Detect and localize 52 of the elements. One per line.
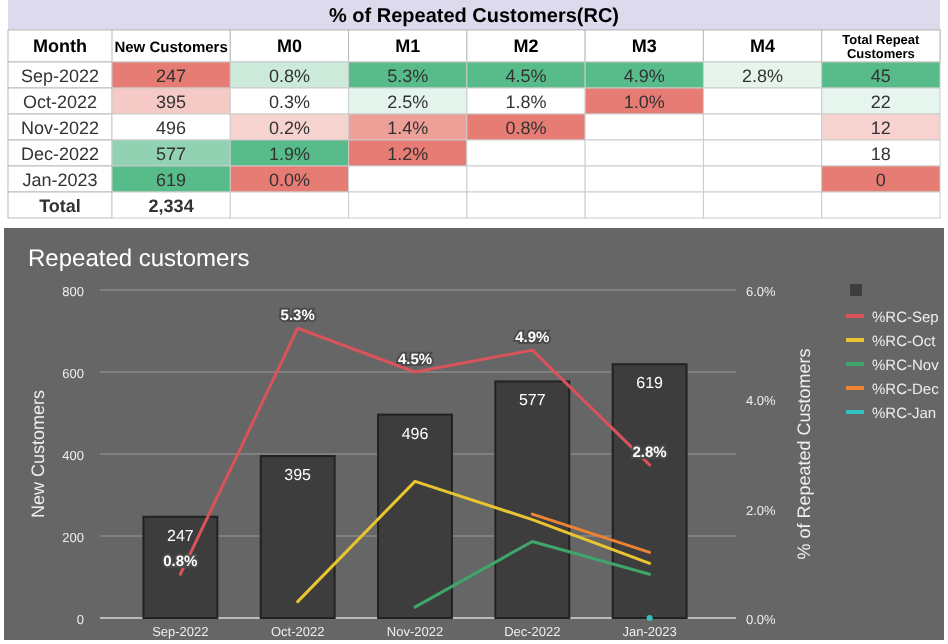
data-label: 4.9% <box>623 66 665 86</box>
data-label: 0.2% <box>268 118 310 138</box>
line-series <box>296 479 652 604</box>
data-label: 2.5% <box>387 92 429 112</box>
data-label: 1.9% <box>268 144 310 164</box>
data-label: 12 <box>870 118 891 138</box>
data-label: 496 <box>401 424 430 443</box>
data-label: 2.8% <box>742 66 784 86</box>
data-label: 577 <box>518 391 547 410</box>
y-tick-label: Oct-2022 <box>22 92 98 112</box>
data-label: 395 <box>156 92 187 112</box>
data-label: 496 <box>156 118 187 138</box>
data-label: 619 <box>636 374 665 393</box>
data-label: 619 <box>156 170 187 190</box>
data-label: 18 <box>870 144 891 164</box>
data-label: 2,334 <box>148 196 194 216</box>
data-label: 0.8% <box>505 118 547 138</box>
y-axis-title: New Customers <box>28 388 48 519</box>
bar <box>259 455 336 619</box>
x-tick-label: M0 <box>276 36 302 56</box>
data-label: 1.4% <box>387 118 429 138</box>
data-label: 0.3% <box>268 92 310 112</box>
data-label: 577 <box>156 144 187 164</box>
x-tick-label: M4 <box>750 36 776 56</box>
x-tick-label: M1 <box>395 36 421 56</box>
data-label: 45 <box>870 66 891 86</box>
data-label: 1.2% <box>387 144 429 164</box>
data-label: 22 <box>870 92 891 112</box>
data-label: 0 <box>875 170 886 190</box>
y-tick-label: Sep-2022 <box>20 66 100 86</box>
chart-title: Repeated customers <box>28 244 250 272</box>
y-tick-label: Jan-2023 <box>22 170 98 190</box>
bar <box>611 363 688 619</box>
bar <box>377 413 453 619</box>
data-label: 395 <box>284 466 313 485</box>
y-tick-label: Nov-2022 <box>20 118 100 138</box>
x-tick-label: M3 <box>631 36 657 56</box>
data-label: 247 <box>156 66 187 86</box>
data-label: 247 <box>167 526 195 545</box>
y-tick-label: Dec-2022 <box>20 144 100 164</box>
chart-title: % of Repeated Customers(RC) <box>328 6 620 28</box>
data-label: 1.8% <box>505 92 547 112</box>
data-label: 4.5% <box>505 66 547 86</box>
data-label: 0.8% <box>268 66 310 86</box>
y2-axis-title: % of Repeated Customers <box>794 347 814 560</box>
y-axis-title: Month <box>33 36 87 56</box>
y-tick-label: Total <box>39 196 81 216</box>
data-label: 1.0% <box>623 92 665 112</box>
bar <box>494 380 571 619</box>
x-tick-label: M2 <box>513 36 539 56</box>
data-label: 5.3% <box>387 66 429 86</box>
data-label: 0.0% <box>268 170 310 190</box>
